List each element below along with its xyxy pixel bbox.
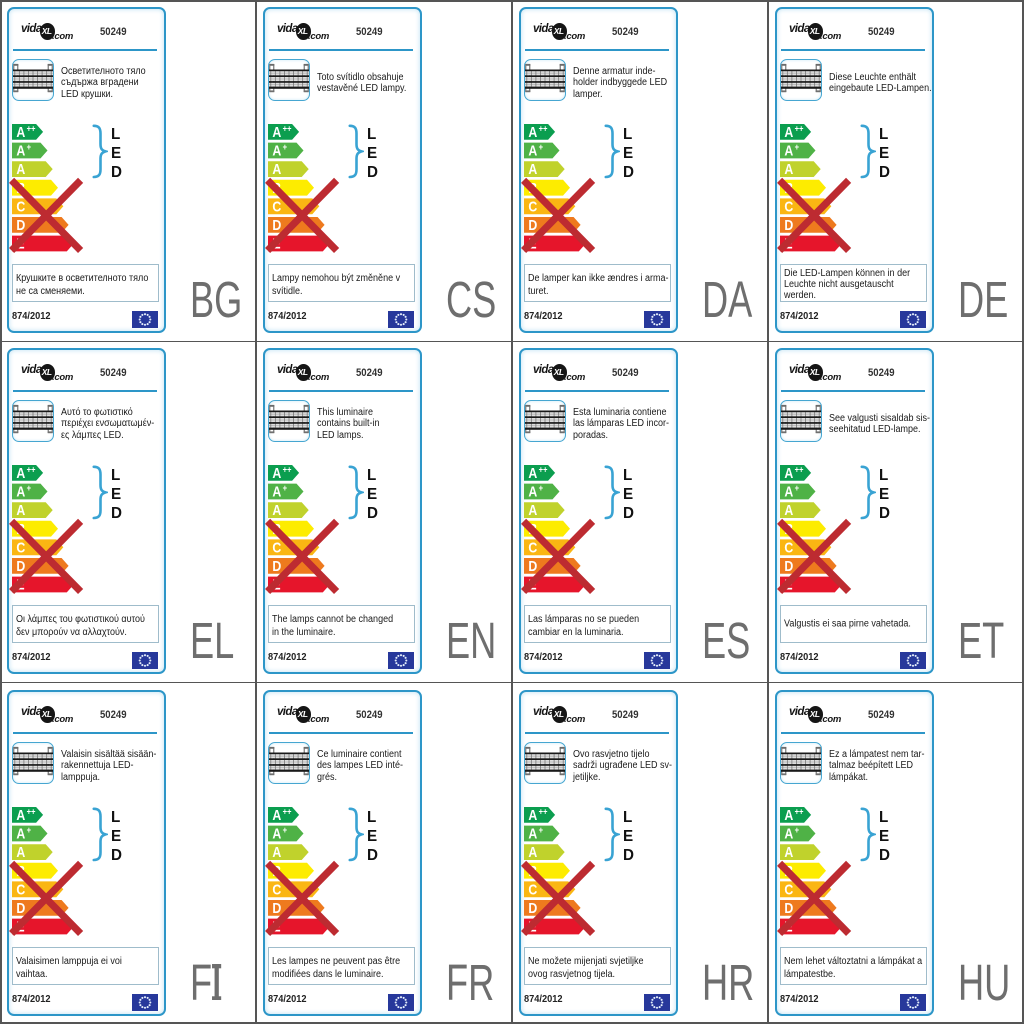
- svg-text:C: C: [784, 881, 793, 897]
- svg-text:++: ++: [794, 807, 803, 816]
- svg-text:C: C: [16, 198, 25, 214]
- svg-text:+: +: [282, 141, 287, 152]
- svg-text:C: C: [16, 881, 25, 897]
- svg-text:+: +: [794, 482, 799, 493]
- svg-text:A: A: [16, 142, 25, 158]
- svg-text:A: A: [16, 161, 25, 177]
- svg-text:A: A: [784, 807, 793, 823]
- svg-text:A: A: [528, 142, 537, 158]
- svg-text:D: D: [784, 217, 793, 233]
- svg-text:+: +: [26, 482, 31, 493]
- svg-text:A: A: [784, 844, 793, 860]
- svg-text:A: A: [528, 483, 537, 499]
- svg-text:D: D: [16, 900, 25, 916]
- svg-text:A: A: [16, 502, 25, 518]
- svg-text:++: ++: [282, 807, 291, 816]
- svg-text:A: A: [528, 807, 537, 823]
- svg-text:++: ++: [282, 124, 291, 133]
- svg-text:A: A: [528, 124, 537, 140]
- svg-text:+: +: [282, 824, 287, 835]
- svg-text:A: A: [528, 844, 537, 860]
- svg-text:A: A: [784, 142, 793, 158]
- svg-text:++: ++: [26, 465, 35, 474]
- svg-text:A: A: [784, 161, 793, 177]
- svg-text:A: A: [272, 161, 281, 177]
- svg-text:A: A: [784, 825, 793, 841]
- svg-text:+: +: [794, 824, 799, 835]
- svg-text:A: A: [16, 483, 25, 499]
- svg-text:A: A: [272, 483, 281, 499]
- svg-text:+: +: [538, 141, 543, 152]
- svg-text:A: A: [272, 465, 281, 481]
- svg-text:A: A: [16, 844, 25, 860]
- svg-text:A: A: [784, 124, 793, 140]
- svg-text:A: A: [784, 502, 793, 518]
- svg-text:++: ++: [794, 124, 803, 133]
- svg-text:C: C: [16, 539, 25, 555]
- svg-text:++: ++: [538, 124, 547, 133]
- svg-text:++: ++: [26, 124, 35, 133]
- svg-text:A: A: [16, 465, 25, 481]
- svg-text:A: A: [528, 502, 537, 518]
- svg-text:A: A: [784, 483, 793, 499]
- svg-text:++: ++: [282, 465, 291, 474]
- svg-text:D: D: [528, 900, 537, 916]
- svg-text:A: A: [528, 825, 537, 841]
- svg-text:C: C: [784, 198, 793, 214]
- svg-text:++: ++: [538, 807, 547, 816]
- svg-text:+: +: [538, 824, 543, 835]
- svg-text:D: D: [272, 900, 281, 916]
- svg-text:A: A: [784, 465, 793, 481]
- svg-text:C: C: [272, 881, 281, 897]
- svg-text:C: C: [528, 881, 537, 897]
- svg-text:D: D: [528, 217, 537, 233]
- svg-text:D: D: [16, 217, 25, 233]
- svg-text:A: A: [16, 825, 25, 841]
- svg-text:++: ++: [794, 465, 803, 474]
- svg-text:+: +: [282, 482, 287, 493]
- svg-text:A: A: [16, 807, 25, 823]
- svg-text:A: A: [528, 465, 537, 481]
- svg-text:D: D: [528, 558, 537, 574]
- svg-text:D: D: [784, 558, 793, 574]
- svg-text:C: C: [528, 539, 537, 555]
- svg-text:A: A: [272, 124, 281, 140]
- svg-text:A: A: [272, 807, 281, 823]
- svg-text:A: A: [272, 502, 281, 518]
- svg-text:A: A: [528, 161, 537, 177]
- svg-text:C: C: [272, 198, 281, 214]
- svg-text:++: ++: [26, 807, 35, 816]
- svg-text:++: ++: [538, 465, 547, 474]
- svg-text:C: C: [784, 539, 793, 555]
- svg-text:C: C: [528, 198, 537, 214]
- svg-text:A: A: [272, 142, 281, 158]
- svg-text:C: C: [272, 539, 281, 555]
- svg-text:A: A: [272, 825, 281, 841]
- svg-text:D: D: [16, 558, 25, 574]
- svg-text:D: D: [784, 900, 793, 916]
- svg-text:D: D: [272, 558, 281, 574]
- svg-text:+: +: [26, 141, 31, 152]
- svg-text:+: +: [26, 824, 31, 835]
- svg-text:+: +: [538, 482, 543, 493]
- svg-text:+: +: [794, 141, 799, 152]
- svg-text:A: A: [272, 844, 281, 860]
- svg-text:A: A: [16, 124, 25, 140]
- svg-text:D: D: [272, 217, 281, 233]
